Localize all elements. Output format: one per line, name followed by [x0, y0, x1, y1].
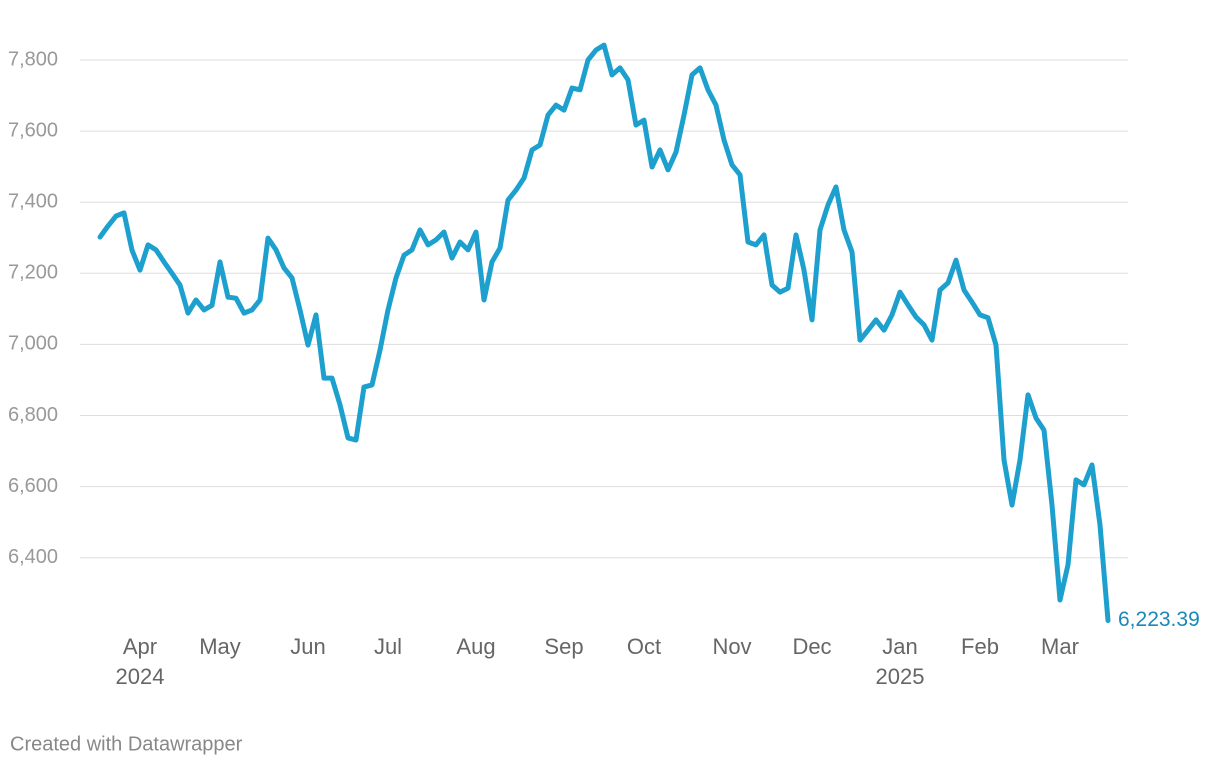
- x-tick-label: Jun: [290, 634, 325, 659]
- y-tick-label: 7,800: [8, 48, 58, 70]
- y-tick-label: 7,600: [8, 119, 58, 141]
- x-tick-label: Aug: [456, 634, 495, 659]
- y-tick-label: 6,400: [8, 546, 58, 568]
- x-tick-label: Oct: [627, 634, 661, 659]
- x-tick-label: Apr 2024: [116, 634, 165, 689]
- y-tick-label: 6,600: [8, 475, 58, 497]
- x-tick-label: Feb: [961, 634, 999, 659]
- y-tick-label: 7,000: [8, 333, 58, 355]
- y-tick-label: 7,400: [8, 190, 58, 212]
- line: [97, 42, 1111, 623]
- y-tick-label: 6,800: [8, 404, 58, 426]
- x-tick-label: Nov: [712, 634, 751, 659]
- credit: Created with Datawrapper: [10, 733, 243, 755]
- y-tick-label: 7,200: [8, 262, 58, 284]
- x-tick-label: Jan 2025: [876, 634, 925, 689]
- x-tick-label: Jul: [374, 634, 402, 659]
- x-tick-label: Mar: [1041, 634, 1079, 659]
- x-tick-label: Sep: [544, 634, 583, 659]
- value-label: 6,223.39: [1118, 608, 1200, 631]
- x-tick-label: May: [199, 634, 241, 659]
- x-tick-label: Dec: [792, 634, 831, 659]
